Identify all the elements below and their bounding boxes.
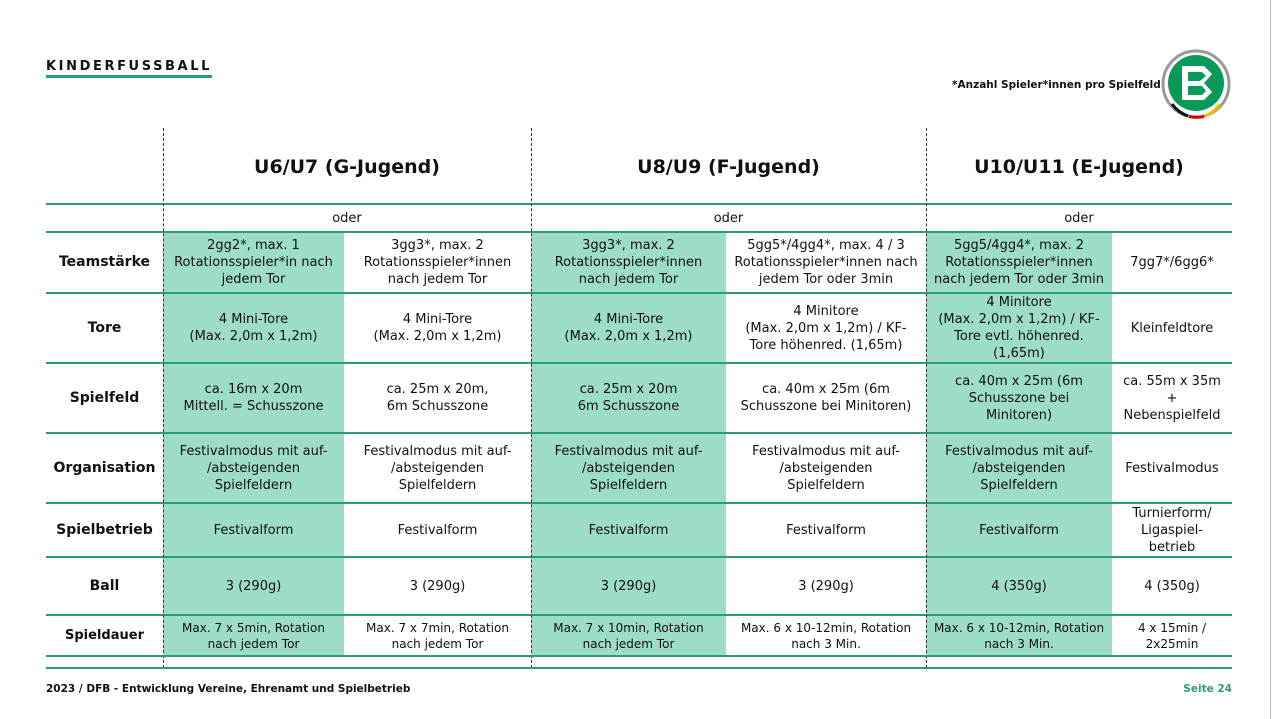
- table-cell: 4 Mini-Tore (Max. 2,0m x 1,2m): [344, 292, 531, 362]
- row-label: Spielbetrieb: [46, 502, 163, 556]
- table-cell: 4 Minitore (Max. 2,0m x 1,2m) / KF- Tore…: [926, 292, 1112, 362]
- oder-label-empty: [46, 203, 163, 231]
- table-cell: Festivalform: [344, 502, 531, 556]
- group-header: U6/U7 (G-Jugend): [254, 155, 440, 178]
- table-cell: 4 Mini-Tore (Max. 2,0m x 1,2m): [163, 292, 344, 362]
- oder-label: oder: [163, 203, 531, 231]
- table-cell: 3 (290g): [726, 556, 926, 614]
- row-label: Ball: [46, 556, 163, 614]
- table-cell: Festivalmodus mit auf- /absteigenden Spi…: [926, 432, 1112, 502]
- page-title: KINDERFUSSBALL: [46, 59, 212, 78]
- table-cell: Festivalmodus mit auf- /absteigenden Spi…: [531, 432, 726, 502]
- table-cell: 4 x 15min / 2x25min: [1112, 614, 1232, 656]
- table-cell: 4 Mini-Tore (Max. 2,0m x 1,2m): [531, 292, 726, 362]
- table-cell: ca. 40m x 25m (6m Schusszone bei Minitor…: [926, 362, 1112, 432]
- row-label: Teamstärke: [46, 231, 163, 292]
- table-cell: Max. 6 x 10-12min, Rotation nach 3 Min.: [726, 614, 926, 656]
- row-label: Spieldauer: [46, 614, 163, 656]
- table-cell: 3 (290g): [531, 556, 726, 614]
- table-cell: ca. 16m x 20m Mittell. = Schusszone: [163, 362, 344, 432]
- page-number: Seite 24: [1183, 683, 1232, 695]
- row-label: Tore: [46, 292, 163, 362]
- table-cell: Festivalform: [531, 502, 726, 556]
- table-cell: 3gg3*, max. 2 Rotationsspieler*innen nac…: [531, 231, 726, 292]
- footnote-player-count: *Anzahl Spieler*innen pro Spielfeld: [952, 79, 1161, 91]
- table-cell: 3 (290g): [163, 556, 344, 614]
- table-cell: Max. 7 x 7min, Rotation nach jedem Tor: [344, 614, 531, 656]
- page-edge: [1270, 0, 1271, 719]
- divider: [46, 655, 1232, 657]
- table-cell: 2gg2*, max. 1 Rotationsspieler*in nach j…: [163, 231, 344, 292]
- row-label: Organisation: [46, 432, 163, 502]
- oder-label: oder: [531, 203, 926, 231]
- row-label: Spielfeld: [46, 362, 163, 432]
- table-cell: Festivalform: [926, 502, 1112, 556]
- footer-source: 2023 / DFB - Entwicklung Vereine, Ehrena…: [46, 683, 411, 695]
- corner-empty: [46, 130, 163, 203]
- table-cell: ca. 55m x 35m + Nebenspielfeld: [1112, 362, 1232, 432]
- table-cell: ca. 25m x 20m 6m Schusszone: [531, 362, 726, 432]
- table-cell: Festivalform: [726, 502, 926, 556]
- table-cell: ca. 40m x 25m (6m Schusszone bei Minitor…: [726, 362, 926, 432]
- table-cell: Festivalmodus: [1112, 432, 1232, 502]
- table-cell: 5gg5*/4gg4*, max. 4 / 3 Rotationsspieler…: [726, 231, 926, 292]
- table-cell: Max. 7 x 5min, Rotation nach jedem Tor: [163, 614, 344, 656]
- group-header: U8/U9 (F-Jugend): [637, 155, 820, 178]
- table-cell: 7gg7*/6gg6*: [1112, 231, 1232, 292]
- table-cell: Festivalmodus mit auf- /absteigenden Spi…: [344, 432, 531, 502]
- divider: [531, 128, 532, 668]
- table-cell: 3 (290g): [344, 556, 531, 614]
- table-cell: Festivalmodus mit auf- /absteigenden Spi…: [163, 432, 344, 502]
- table-cell: ca. 25m x 20m, 6m Schusszone: [344, 362, 531, 432]
- group-header: U10/U11 (E-Jugend): [974, 155, 1184, 178]
- table-cell: 4 Minitore (Max. 2,0m x 1,2m) / KF- Tore…: [726, 292, 926, 362]
- oder-label: oder: [926, 203, 1232, 231]
- table-cell: Festivalmodus mit auf- /absteigenden Spi…: [726, 432, 926, 502]
- table-cell: 3gg3*, max. 2 Rotationsspieler*innen nac…: [344, 231, 531, 292]
- table-cell: 5gg5/4gg4*, max. 2 Rotationsspieler*inne…: [926, 231, 1112, 292]
- table-cell: Kleinfeldtore: [1112, 292, 1232, 362]
- dfb-logo: [1161, 49, 1231, 119]
- divider: [163, 128, 164, 668]
- table-cell: 4 (350g): [926, 556, 1112, 614]
- table-cell: Max. 6 x 10-12min, Rotation nach 3 Min.: [926, 614, 1112, 656]
- divider: [46, 667, 1232, 669]
- age-group-table: U6/U7 (G-Jugend) U8/U9 (F-Jugend) U10/U11 …: [46, 130, 1232, 656]
- table-cell: 4 (350g): [1112, 556, 1232, 614]
- table-cell: Turnierform/ Ligaspiel- betrieb: [1112, 502, 1232, 556]
- divider: [926, 128, 927, 668]
- table-cell: Max. 7 x 10min, Rotation nach jedem Tor: [531, 614, 726, 656]
- table-cell: Festivalform: [163, 502, 344, 556]
